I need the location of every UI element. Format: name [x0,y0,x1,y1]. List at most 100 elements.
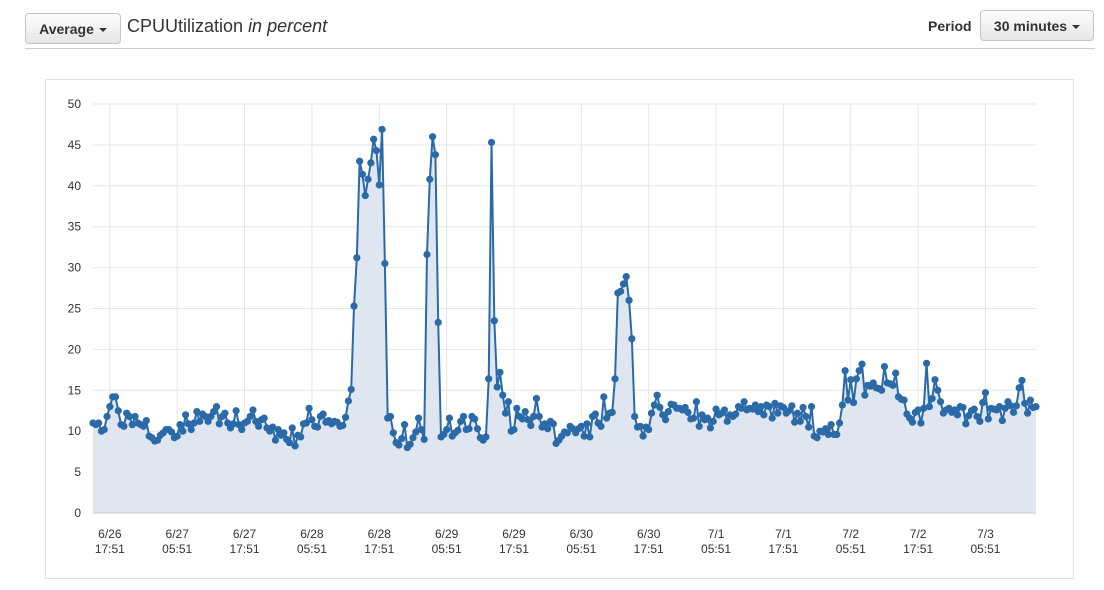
data-point [597,422,605,430]
data-point [549,420,557,428]
y-tick-label: 40 [68,179,82,193]
data-point [173,432,181,440]
x-tick-label-time: 05:51 [701,542,731,556]
header-divider [25,48,1095,49]
data-point [737,404,745,412]
data-point [473,425,482,433]
data-point [928,394,936,403]
data-point [1023,409,1032,417]
data-point [471,415,479,423]
y-tick-label: 10 [68,424,82,438]
data-point [111,393,120,401]
data-point [347,385,355,394]
data-point [249,406,257,414]
data-point [586,433,594,441]
data-point [398,434,406,443]
data-point [254,422,263,430]
metric-title: CPUUtilization in percent [127,16,327,37]
data-point [799,403,807,412]
data-point [487,138,496,147]
data-point [861,391,869,399]
y-tick-label: 5 [74,465,81,479]
data-point [527,421,535,430]
data-point [998,416,1006,425]
data-point [878,386,886,394]
data-point [970,405,978,413]
data-point [381,259,389,268]
data-point [723,417,731,425]
data-point [496,368,504,376]
x-tick-label-time: 17:51 [95,542,125,556]
data-point [269,423,277,431]
x-tick-label-time: 05:51 [162,542,192,556]
x-tick-label-time: 05:51 [970,542,1000,556]
y-tick-label: 50 [68,97,82,111]
data-point [288,424,296,432]
data-point [114,407,122,415]
data-point [995,403,1004,411]
data-point [510,425,518,434]
data-point [190,419,198,427]
data-point [372,147,381,155]
data-point [182,411,190,419]
data-point [1026,396,1034,404]
x-tick-label-date: 7/1 [708,527,725,541]
data-point [827,421,835,429]
y-tick-label: 30 [68,261,82,275]
data-point [617,287,625,295]
data-point [622,273,630,281]
x-tick-label-date: 6/27 [233,527,257,541]
data-point [353,254,361,262]
data-point [771,399,779,407]
data-point [305,404,313,412]
data-point [406,440,414,448]
data-point [984,415,992,423]
data-point [858,360,866,368]
data-point [358,170,367,178]
data-point [221,409,229,417]
x-tick-label-time: 05:51 [566,542,596,556]
data-point [412,428,420,436]
statistic-dropdown-button[interactable]: Average [25,13,121,44]
data-point [1018,376,1026,385]
data-point [313,423,322,431]
x-tick-label-date: 6/30 [570,527,594,541]
data-point [880,362,889,371]
chart-data-points [89,125,1040,452]
period-dropdown-button[interactable]: 30 minutes [980,10,1094,41]
data-point [768,414,776,422]
data-point [319,410,327,418]
data-point [981,389,990,397]
data-point [805,423,813,431]
x-tick-label-date: 6/29 [502,527,526,541]
data-point [580,432,588,440]
data-point [934,386,942,394]
data-point [167,428,176,436]
data-point [583,420,591,428]
x-tick-label-time: 17:51 [230,542,260,556]
data-point [628,335,636,343]
data-point [793,409,802,417]
data-point [341,413,350,421]
caret-down-icon [1072,24,1081,29]
data-point [695,422,703,430]
data-point [720,406,729,414]
data-point [900,396,908,404]
data-point [339,421,347,430]
data-point [291,442,299,450]
data-point [378,125,386,133]
data-point [103,412,111,421]
data-point [454,426,462,434]
data-point [889,381,897,389]
chart-area-fill [93,129,1036,514]
chart-axes: 051015202530354045506/2617:516/2705:516/… [68,97,1036,556]
data-point [684,408,692,416]
data-point [179,427,187,435]
x-tick-label-date: 7/2 [842,527,859,541]
data-point [650,401,658,409]
data-point [465,425,473,433]
data-point [423,250,431,259]
data-point [931,376,939,384]
data-point [740,398,748,406]
data-point [238,425,246,434]
